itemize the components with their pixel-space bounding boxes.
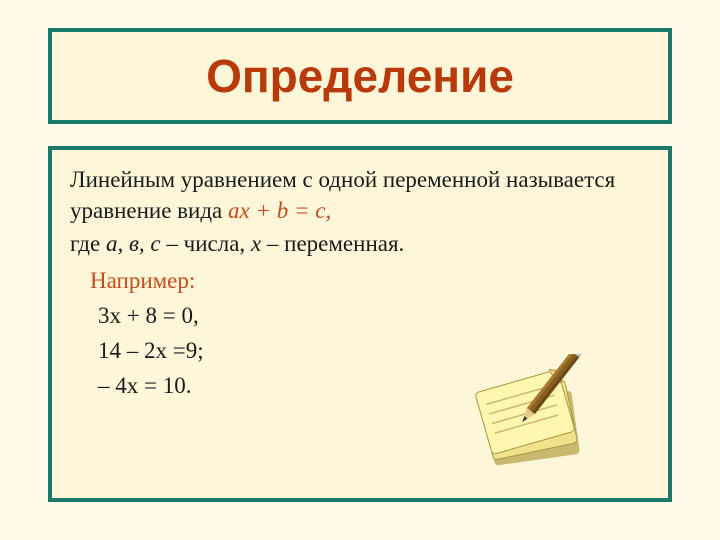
page-title: Определение: [206, 49, 514, 103]
where-pre: где: [70, 231, 106, 256]
definition-line: Линейным уравнением с одной переменной н…: [70, 164, 650, 226]
formula-text: ax + b = c,: [228, 198, 331, 223]
example-label: Например:: [70, 265, 650, 296]
title-box: Определение: [48, 28, 672, 124]
where-vars: а, в, с: [106, 231, 161, 256]
notepad-pencil-icon: [468, 354, 608, 474]
where-mid: – числа,: [161, 231, 251, 256]
where-xvar: х: [251, 231, 261, 256]
definition-where: где а, в, с – числа, х – переменная.: [70, 228, 650, 259]
content-box: Линейным уравнением с одной переменной н…: [48, 146, 672, 502]
example-item: 3х + 8 = 0,: [70, 300, 650, 331]
definition-text: Линейным уравнением с одной переменной н…: [70, 167, 615, 223]
where-post: – переменная.: [261, 231, 404, 256]
